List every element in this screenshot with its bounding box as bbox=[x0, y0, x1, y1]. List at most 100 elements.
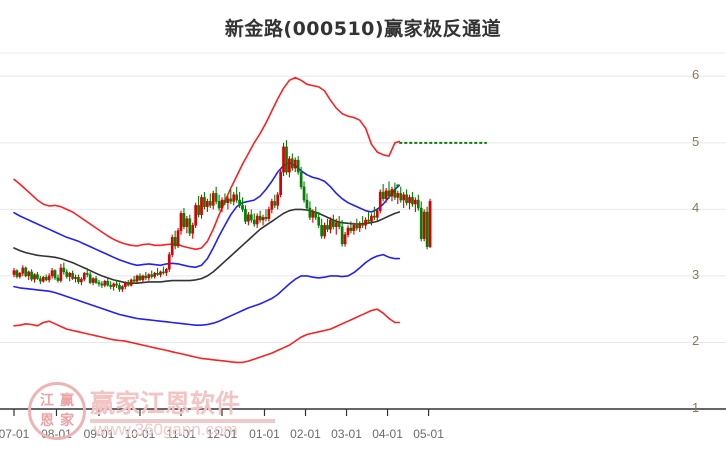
candle-body bbox=[387, 190, 391, 197]
candle-body bbox=[176, 230, 180, 247]
candle-body bbox=[103, 280, 107, 286]
candle-body bbox=[85, 273, 89, 275]
candle-body bbox=[285, 146, 288, 173]
candle-body bbox=[182, 213, 186, 227]
channel-band-lines bbox=[13, 76, 401, 364]
candle-body bbox=[53, 270, 57, 279]
band-line bbox=[13, 308, 401, 364]
candle-body bbox=[141, 275, 145, 281]
candle-body bbox=[408, 197, 411, 203]
candle-body bbox=[288, 158, 291, 173]
candle-body bbox=[375, 210, 379, 218]
x-axis-label: 09-01 bbox=[83, 427, 115, 441]
candle-body bbox=[334, 222, 338, 227]
candle-body bbox=[41, 276, 45, 282]
candle-body bbox=[270, 201, 274, 210]
candle-body bbox=[273, 201, 277, 206]
band-line bbox=[13, 76, 401, 251]
candle-body bbox=[194, 205, 197, 226]
candle-body bbox=[165, 269, 168, 273]
candle-body bbox=[314, 211, 318, 218]
candle-body bbox=[118, 284, 121, 290]
candle-body bbox=[94, 278, 98, 283]
candle-body bbox=[15, 270, 19, 277]
candle-body bbox=[144, 275, 148, 279]
candle-body bbox=[214, 193, 218, 202]
candle-body bbox=[126, 282, 130, 286]
target-price-line bbox=[396, 141, 487, 187]
candle-body bbox=[279, 171, 282, 195]
candle-body bbox=[112, 283, 115, 287]
candle-body bbox=[247, 214, 250, 222]
candle-body bbox=[138, 275, 142, 281]
candle-body bbox=[373, 215, 376, 218]
candle-body bbox=[364, 219, 367, 226]
candle-body bbox=[80, 278, 83, 283]
candle-body bbox=[185, 218, 189, 227]
candle-body bbox=[416, 199, 420, 209]
candle-body bbox=[238, 199, 241, 206]
candle-body bbox=[226, 198, 230, 203]
candle-body bbox=[317, 217, 321, 226]
candle-body bbox=[115, 283, 118, 286]
candle-body bbox=[414, 199, 417, 205]
candle-body bbox=[361, 223, 364, 226]
candle-body bbox=[200, 197, 203, 215]
candle-body bbox=[167, 254, 171, 270]
candle-body bbox=[261, 217, 265, 221]
band-line bbox=[13, 162, 401, 269]
candle-body bbox=[150, 274, 154, 277]
candle-body bbox=[74, 276, 77, 279]
candle-body bbox=[349, 227, 353, 231]
candle-body bbox=[68, 273, 72, 277]
grid-lines bbox=[0, 52, 726, 410]
candle-body bbox=[97, 282, 101, 285]
candle-body bbox=[381, 191, 385, 199]
candle-body bbox=[170, 237, 174, 255]
candle-body bbox=[179, 213, 183, 231]
candle-body bbox=[123, 282, 127, 287]
candle-body bbox=[208, 201, 212, 206]
candle-body bbox=[217, 201, 221, 209]
candle-body bbox=[109, 284, 113, 287]
candle-body bbox=[378, 191, 382, 211]
candle-body bbox=[405, 194, 408, 203]
candle-body bbox=[18, 273, 22, 277]
candle-body bbox=[402, 194, 406, 201]
candle-body bbox=[296, 159, 300, 173]
candle-body bbox=[173, 237, 177, 247]
candle-body bbox=[411, 197, 414, 205]
candle-body bbox=[355, 225, 359, 229]
candle-body bbox=[293, 159, 297, 169]
candle-body bbox=[396, 193, 400, 198]
y-axis-label: 4 bbox=[692, 200, 700, 216]
candle-body bbox=[91, 278, 95, 283]
candle-body bbox=[162, 271, 165, 274]
candle-body bbox=[267, 209, 271, 219]
candle-body bbox=[36, 274, 39, 279]
candle-body bbox=[332, 219, 335, 227]
candle-body bbox=[282, 146, 285, 173]
candle-body bbox=[100, 283, 104, 286]
candle-body bbox=[299, 171, 303, 187]
candle-body bbox=[252, 219, 256, 225]
candle-body bbox=[191, 225, 195, 234]
candle-body bbox=[290, 158, 294, 169]
candlestick-series bbox=[12, 140, 432, 292]
candle-body bbox=[390, 189, 394, 197]
x-axis-label: 10-01 bbox=[124, 427, 156, 441]
y-axis-label: 5 bbox=[692, 133, 700, 149]
y-axis-label: 6 bbox=[692, 67, 700, 83]
y-axis-label: 2 bbox=[692, 333, 700, 349]
candle-body bbox=[220, 199, 224, 209]
candle-body bbox=[308, 207, 312, 218]
page-title: 新金路(000510)赢家极反通道 bbox=[224, 18, 502, 40]
candle-body bbox=[47, 275, 51, 281]
candle-body bbox=[367, 219, 370, 222]
band-line bbox=[13, 208, 401, 284]
candle-body bbox=[249, 214, 253, 221]
candle-body bbox=[27, 271, 30, 277]
y-axis-label: 3 bbox=[692, 266, 700, 282]
candle-body bbox=[422, 211, 426, 239]
candle-body bbox=[337, 222, 341, 227]
